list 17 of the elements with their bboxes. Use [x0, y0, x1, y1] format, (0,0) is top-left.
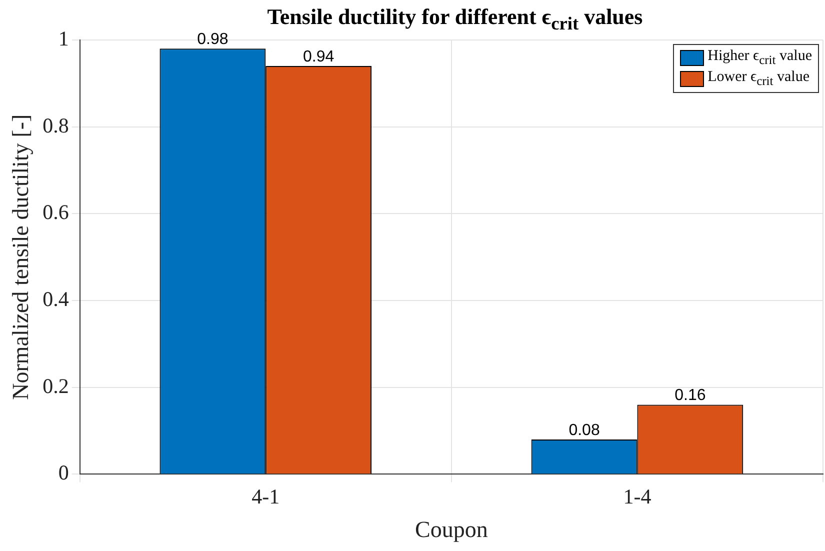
data-label: 0.16 [674, 387, 706, 404]
y-tick-label: 0.4 [42, 287, 70, 312]
y-axis-title: Normalized tensile ductility [-] [8, 114, 33, 400]
y-tick-label: 1 [58, 26, 69, 51]
data-label: 0.08 [568, 422, 600, 439]
y-tick-label: 0 [58, 460, 69, 485]
data-label: 0.94 [303, 48, 334, 66]
y-tick-label: 0.6 [42, 200, 69, 224]
chart-title: Tensile ductility for different ϵ$_{crit}$ values [267, 4, 643, 34]
data-label: 0.98 [197, 31, 228, 48]
y-tick-label: 0.2 [42, 374, 69, 398]
x-tick-label: 4-1 [252, 484, 280, 508]
x-axis-title: Coupon [415, 517, 488, 542]
x-tick-label: 1-4 [623, 484, 652, 508]
y-tick-label: 0.8 [42, 113, 69, 138]
legend-label: Lower ϵ$_{crit}$ value [708, 69, 810, 89]
legend-label: Higher ϵ$_{crit}$ value [708, 48, 812, 68]
